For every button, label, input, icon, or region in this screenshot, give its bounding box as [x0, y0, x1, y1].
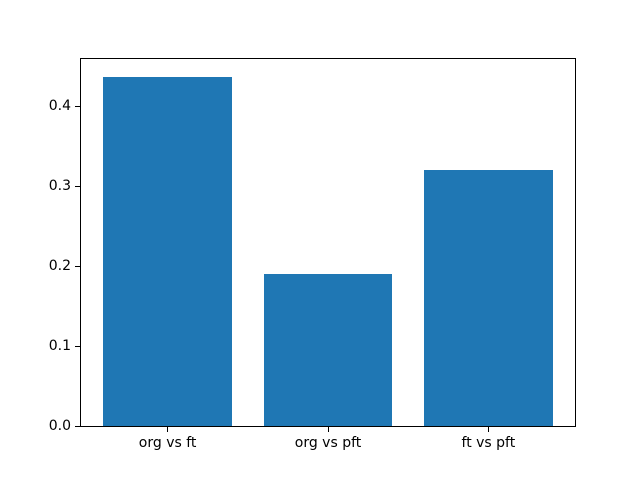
x-tick-label: org vs ft	[138, 435, 197, 451]
plot-area: 0.0 0.1 0.2 0.3 0.4 org vs ft org vs pft ft vs…	[49, 58, 576, 451]
x-tick-mark	[487, 427, 489, 432]
y-tick-mark	[75, 345, 80, 347]
x-tick-mark	[327, 427, 329, 432]
y-tick-mark	[75, 265, 80, 267]
y-tick-mark	[75, 425, 80, 427]
y-tick-label: 0.0	[48, 418, 71, 434]
y-tick-label: 0.4	[48, 98, 71, 115]
y-tick-mark	[75, 105, 80, 107]
y-tick-label: 0.3	[48, 178, 71, 195]
x-tick-mark	[167, 427, 169, 432]
x-tick-label: org vs pft	[294, 435, 362, 451]
x-tick-label: ft vs pft	[461, 435, 516, 451]
bar-org-vs-ft	[103, 76, 232, 426]
bar-org-vs-pft	[263, 274, 393, 426]
y-tick-label: 0.1	[48, 338, 71, 355]
bar-ft-vs-pft	[424, 170, 553, 426]
y-tick-mark	[75, 185, 80, 187]
y-tick-label: 0.2	[48, 258, 71, 275]
